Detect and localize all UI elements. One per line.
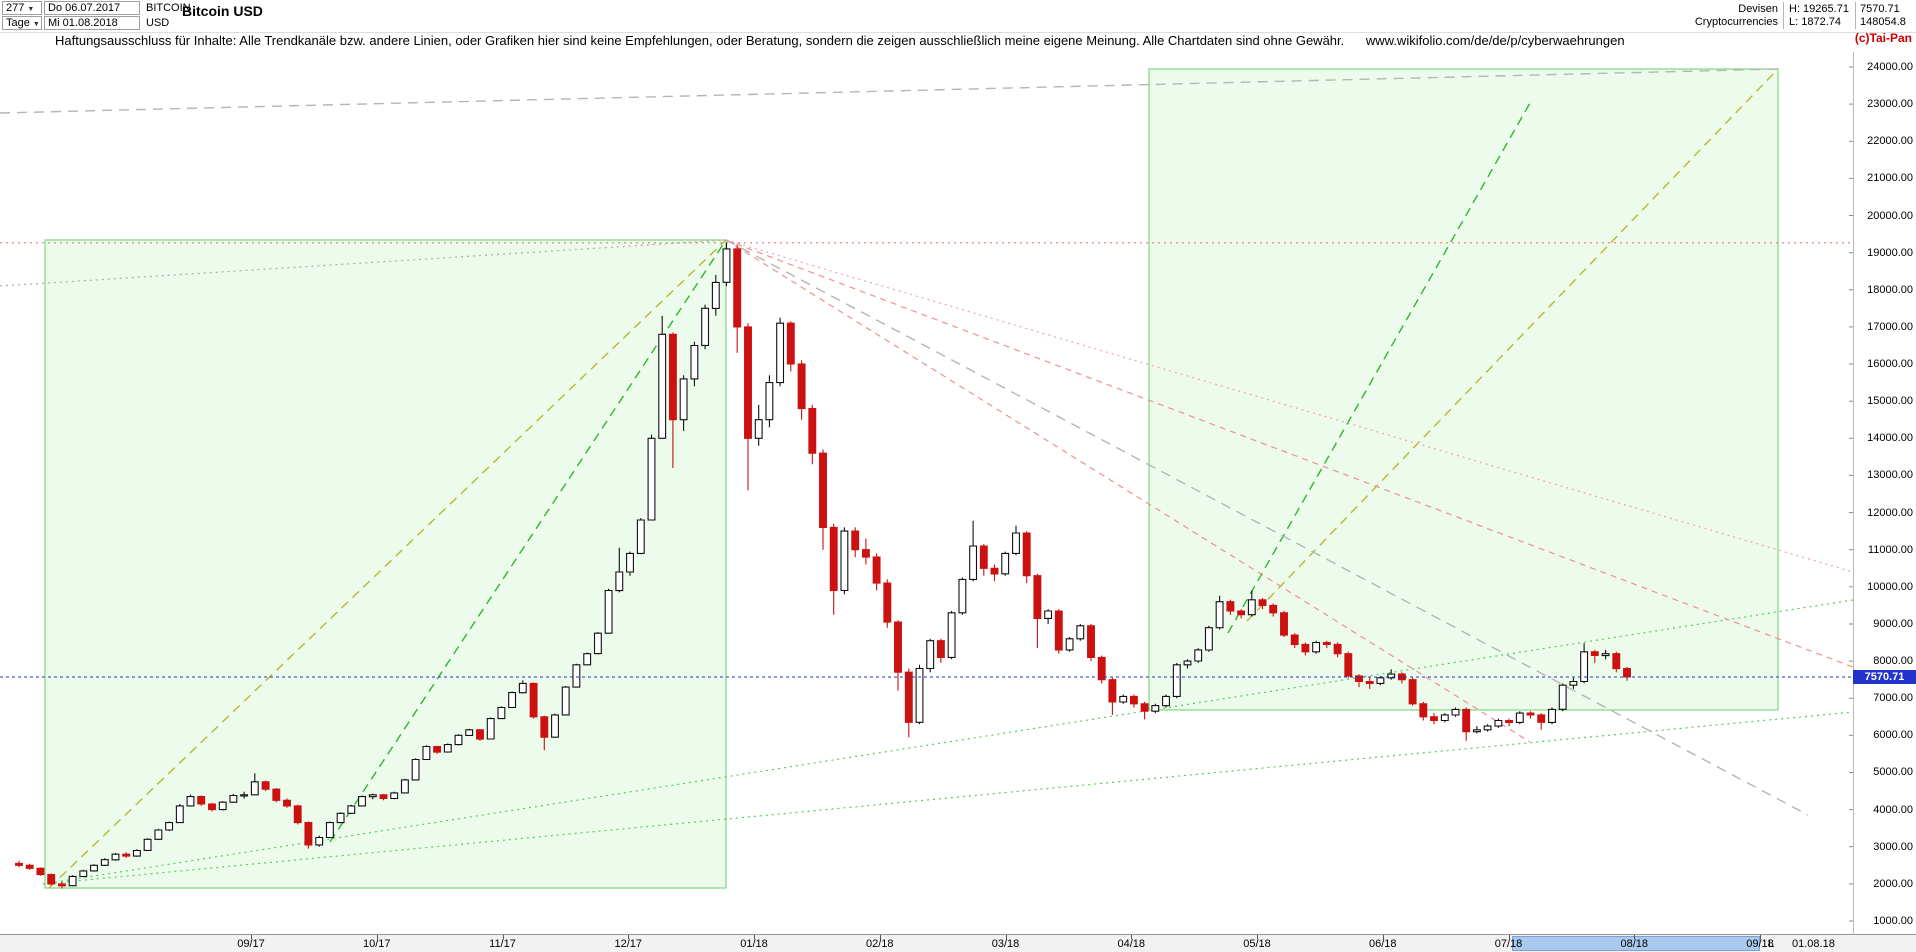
price-axis-label: 17000.00 [1867, 320, 1913, 333]
category-label: Cryptocurrencies [1694, 16, 1778, 28]
time-axis-label: 10/17 [362, 938, 391, 950]
last-price-value: 7570.71 [1860, 3, 1900, 15]
end-date-field[interactable]: Mi 01.08.2018 [44, 16, 140, 30]
bars-count-dropdown[interactable]: 277 ▼ [2, 1, 42, 15]
divider [1783, 2, 1784, 29]
price-axis-label: 6000.00 [1873, 729, 1913, 742]
time-axis-tick [1005, 935, 1007, 939]
disclaimer-url[interactable]: www.wikifolio.com/de/de/p/cyberwaehrunge… [1365, 33, 1625, 48]
current-date-label: 01.08.18 [1792, 938, 1835, 950]
time-axis-label: 12/17 [614, 938, 643, 950]
time-axis-label: 04/18 [1117, 938, 1146, 950]
price-axis-label: 16000.00 [1867, 358, 1913, 371]
price-axis-label: 8000.00 [1873, 655, 1913, 668]
pink-downtrend-1 [725, 239, 1531, 743]
price-axis-label: 22000.00 [1867, 135, 1913, 148]
time-axis-label: 02/18 [865, 938, 894, 950]
period-dropdown[interactable]: Tage ▼ [2, 16, 42, 30]
market-label: Devisen [1738, 3, 1778, 15]
pink-downtrend-2 [725, 239, 1853, 668]
high-value: H: 19265.71 [1789, 3, 1849, 15]
time-axis-label: 07/18 [1494, 938, 1523, 950]
time-axis-tick [1760, 935, 1761, 939]
price-axis-label: 19000.00 [1867, 246, 1913, 259]
start-date-field[interactable]: Do 06.07.2017 [44, 1, 140, 15]
symbol-label: BITCOIN [146, 2, 191, 14]
price-axis-label: 2000.00 [1873, 877, 1913, 890]
gray-trendline-top [0, 68, 1779, 114]
price-axis-label: 15000.00 [1867, 395, 1913, 408]
chevron-down-icon: ▼ [27, 6, 35, 13]
price-axis-label: 12000.00 [1867, 506, 1913, 519]
price-axis-label: 10000.00 [1867, 580, 1913, 593]
time-axis-tick [1634, 935, 1636, 939]
time-axis-label: 03/18 [991, 938, 1020, 950]
down-candle-bodies [15, 248, 1631, 887]
time-axis-tick [502, 935, 504, 939]
time-axis-label: 11/17 [489, 938, 516, 950]
volume-value: 148054.8 [1860, 16, 1906, 28]
chevron-down-icon: ▼ [32, 21, 40, 28]
time-axis-label: 06/18 [1368, 938, 1397, 950]
last-price-tag: 7570.71 [1853, 670, 1916, 685]
yellow-trendline-1 [48, 239, 727, 889]
time-axis-label: 08/18 [1620, 938, 1649, 950]
end-date-value: Mi 01.08.2018 [48, 17, 118, 29]
price-axis-label: 7000.00 [1873, 692, 1913, 705]
price-axis-label: 24000.00 [1867, 61, 1913, 73]
period-value: Tage [6, 17, 30, 29]
time-range-selection[interactable] [1512, 936, 1760, 951]
price-axis: 24000.00 23000.00 22000.00 21000.00 20000.00… [1853, 52, 1916, 934]
time-axis-tick [1257, 935, 1258, 939]
price-axis-label: 11000.00 [1867, 543, 1913, 556]
pink-downtrend-3 [725, 239, 1853, 573]
gray-dotted-line [0, 239, 727, 287]
start-date-value: Do 06.07.2017 [48, 2, 121, 14]
time-axis-L-marker: L [1768, 938, 1775, 950]
price-axis-label: 14000.00 [1867, 432, 1913, 445]
price-axis-label: 21000.00 [1867, 172, 1913, 185]
price-axis-label: 9000.00 [1873, 617, 1913, 630]
toolbar: 277 ▼ Do 06.07.2017 BITCOIN Tage ▼ Mi 01.0… [0, 0, 1916, 33]
bars-count-value: 277 [6, 2, 25, 14]
time-axis-tick [251, 935, 252, 939]
price-axis-label: 18000.00 [1867, 283, 1913, 296]
price-axis-label: 13000.00 [1867, 469, 1913, 482]
taipan-copyright: (c)Tai-Pan [1854, 31, 1912, 45]
price-chart[interactable] [0, 52, 1853, 934]
gray-downtrend [725, 239, 1809, 816]
time-axis-tick [754, 935, 755, 939]
time-axis-label: 01/18 [740, 938, 768, 950]
price-axis-label: 5000.00 [1873, 766, 1913, 779]
time-axis-tick [1382, 935, 1384, 939]
chart-plot-area[interactable] [0, 52, 1853, 934]
price-axis-label: 3000.00 [1873, 840, 1913, 853]
time-axis-tick [376, 935, 378, 939]
price-axis-label: 4000.00 [1873, 803, 1913, 816]
time-axis-label: 05/18 [1243, 938, 1271, 950]
up-candle-bodies [68, 248, 1610, 887]
time-axis-tick [628, 935, 630, 939]
high-low-info: H: 19265.71 L: 1872.74 [1789, 3, 1851, 29]
divider [1855, 2, 1856, 29]
time-axis-tick [1131, 935, 1133, 939]
chart-title: Bitcoin USD [182, 3, 263, 19]
disclaimer-text: Haftungsausschluss für Inhalte: Alle Tre… [55, 33, 1345, 48]
time-axis-tick [879, 935, 881, 939]
price-volume-info: 7570.71 148054.8 [1860, 3, 1914, 29]
time-axis-tick [1508, 935, 1510, 939]
market-info: Devisen Cryptocurrencies [1648, 3, 1778, 29]
disclaimer: Haftungsausschluss für Inhalte: Alle Tre… [55, 33, 1625, 48]
time-axis[interactable]: L 01.08.18 09/17 10/17 11/17 12/17 01/18 02/1… [0, 934, 1916, 952]
time-axis-label: 09/18 [1746, 938, 1774, 950]
price-axis-label: 20000.00 [1867, 209, 1913, 222]
price-axis-label: 1000.00 [1873, 915, 1913, 927]
green-trendline-2 [1227, 102, 1531, 634]
time-axis-label: 09/17 [237, 938, 265, 950]
yellow-trendline-2 [1246, 68, 1779, 622]
low-value: L: 1872.74 [1789, 16, 1841, 28]
currency-label: USD [146, 17, 170, 29]
price-axis-label: 23000.00 [1867, 98, 1913, 111]
